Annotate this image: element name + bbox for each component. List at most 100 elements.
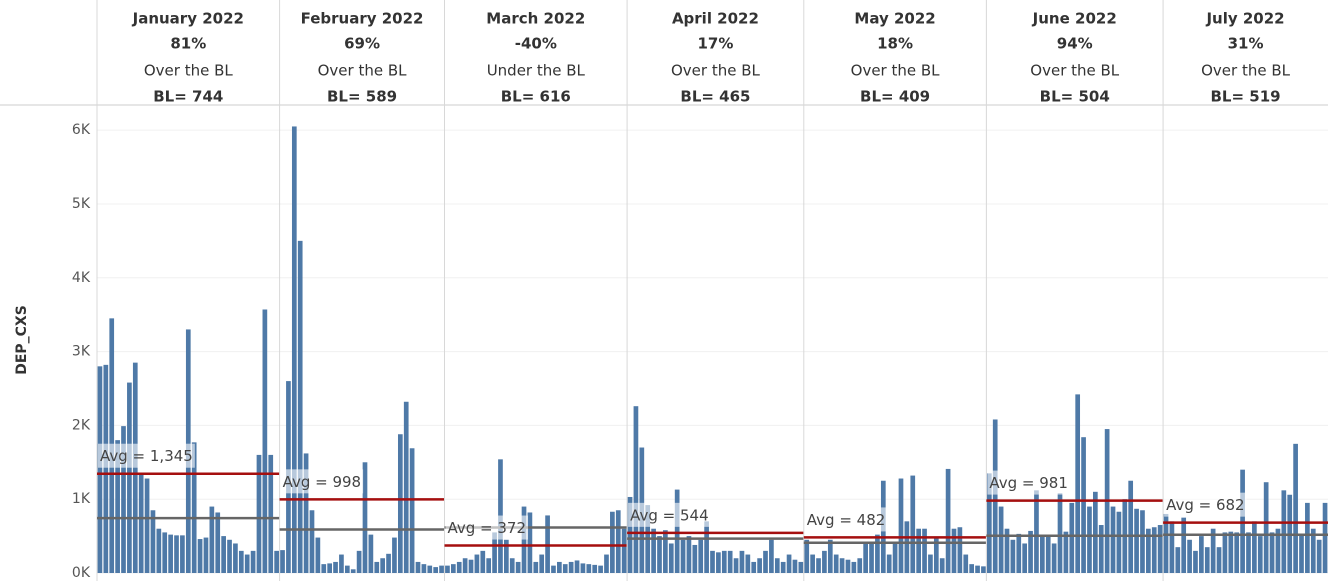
bar: [1204, 547, 1210, 573]
y-tick-label: 3K: [72, 344, 91, 360]
panel-status: Over the BL: [1201, 62, 1291, 80]
bar: [627, 496, 633, 573]
panel-title: May 2022: [854, 10, 935, 28]
bar: [845, 559, 851, 573]
bar: [957, 527, 963, 573]
bar: [727, 550, 733, 573]
bar: [757, 558, 762, 573]
bar: [539, 554, 545, 573]
panel-bl: BL= 616: [501, 88, 571, 106]
bar: [533, 561, 539, 573]
bar: [774, 558, 780, 573]
bar: [1322, 502, 1328, 573]
bar: [739, 550, 745, 573]
bar: [928, 554, 933, 573]
bar: [150, 510, 156, 573]
bar: [350, 569, 356, 573]
bar: [969, 564, 975, 573]
bar: [1222, 532, 1228, 573]
average-label-bg: [987, 470, 1070, 495]
bar: [598, 565, 603, 573]
panel-status: Over the BL: [671, 62, 761, 80]
average-label: Avg = 682: [1166, 496, 1245, 514]
bar: [904, 521, 910, 573]
bar: [621, 528, 627, 573]
bar: [916, 528, 921, 573]
bar: [1310, 528, 1316, 573]
bar: [945, 468, 951, 573]
bar: [1299, 534, 1304, 573]
panel-bl: BL= 465: [680, 88, 750, 106]
average-label: Avg = 998: [283, 473, 362, 491]
bar: [368, 534, 374, 573]
bar: [433, 567, 439, 573]
bar: [1016, 533, 1022, 573]
bar: [692, 544, 698, 573]
bar: [397, 434, 403, 573]
average-label: Avg = 1,345: [100, 447, 193, 465]
panel-bl: BL= 744: [153, 88, 223, 106]
panel-status: Under the BL: [487, 62, 586, 80]
average-label-bg: [280, 469, 364, 494]
bar: [386, 553, 391, 573]
bar: [939, 558, 945, 573]
bar: [262, 309, 268, 573]
bar: [769, 539, 774, 573]
bar: [686, 536, 692, 573]
average-label: Avg = 544: [630, 506, 709, 524]
bar: [356, 550, 362, 573]
average-label: Avg = 981: [989, 474, 1068, 492]
bar: [851, 561, 857, 573]
bar: [321, 564, 327, 573]
bar: [1228, 531, 1234, 573]
bar: [521, 506, 527, 573]
bar: [1240, 469, 1245, 573]
average-label-bg: [445, 515, 529, 540]
bar: [998, 506, 1004, 573]
bar: [1163, 513, 1169, 573]
bar: [445, 565, 450, 573]
bar: [380, 558, 386, 573]
bar: [545, 515, 550, 573]
bar: [174, 535, 179, 573]
bar: [898, 478, 904, 573]
panel-title: March 2022: [486, 10, 585, 28]
bar: [392, 537, 397, 573]
bar: [604, 554, 609, 573]
bar: [1305, 502, 1310, 573]
bar: [1269, 532, 1275, 573]
bar: [1293, 443, 1298, 573]
y-tick-label: 6K: [72, 122, 91, 138]
panel-change: 69%: [344, 35, 380, 53]
bar: [1175, 547, 1181, 573]
bar: [227, 539, 232, 573]
bar: [986, 473, 992, 573]
average-label-bg: [98, 443, 195, 468]
bar: [574, 560, 580, 573]
bar: [1069, 502, 1075, 573]
bar: [244, 554, 250, 573]
bar: [745, 554, 751, 573]
bar: [1316, 539, 1322, 573]
average-label-bg: [804, 507, 888, 532]
average-label-bg: [1164, 492, 1247, 517]
bar: [468, 559, 474, 573]
bar: [439, 565, 444, 573]
bar: [474, 554, 480, 573]
bar: [568, 561, 574, 573]
bar: [763, 550, 768, 573]
bar: [910, 475, 916, 573]
bar: [492, 532, 497, 573]
bar: [710, 550, 715, 573]
bar: [674, 489, 680, 573]
bar: [704, 521, 709, 573]
y-tick-label: 1K: [72, 491, 91, 507]
bar: [975, 565, 980, 573]
bar: [951, 528, 957, 573]
bar: [804, 539, 810, 573]
bar: [409, 448, 415, 573]
bar: [1087, 506, 1092, 573]
panel-change: 17%: [697, 35, 733, 53]
bar: [1075, 394, 1081, 573]
